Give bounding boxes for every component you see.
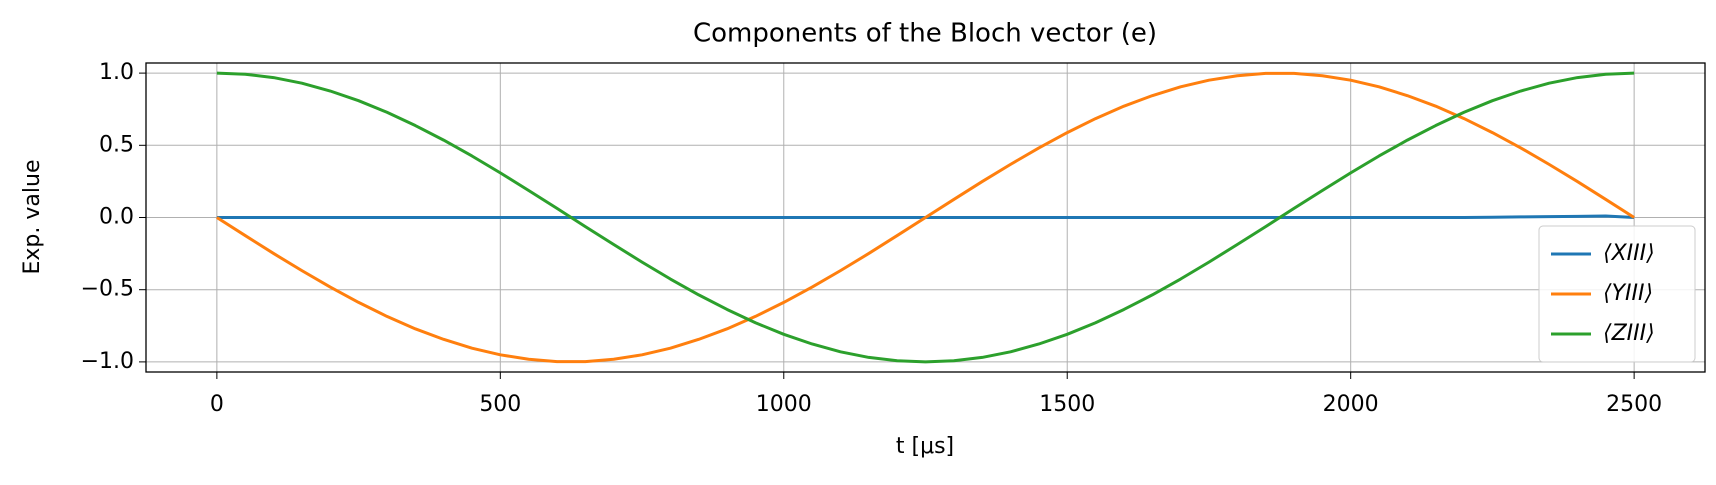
legend-label: ⟨ZIII⟩ <box>1603 321 1655 346</box>
y-tick-label: −1.0 <box>81 349 134 374</box>
x-tick-label: 2500 <box>1606 392 1662 417</box>
y-tick-label: 0.5 <box>99 132 134 157</box>
line <box>216 71 1635 364</box>
x-tick-label: 2000 <box>1323 392 1379 417</box>
chart-title: Components of the Bloch vector (e) <box>693 19 1157 49</box>
legend-box <box>1538 225 1696 363</box>
plot-frame <box>145 62 1706 373</box>
x-axis-label: t [μs] <box>896 434 954 459</box>
y-tick-label: −0.5 <box>81 277 134 302</box>
legend-label: ⟨YIII⟩ <box>1603 281 1653 306</box>
x-tick-label: 1000 <box>756 392 812 417</box>
x-tick-label: 1500 <box>1039 392 1095 417</box>
line <box>216 71 1635 364</box>
legend-label: ⟨XIII⟩ <box>1603 241 1655 266</box>
x-tick-label: 500 <box>479 392 521 417</box>
y-tick-label: 1.0 <box>99 60 134 85</box>
x-tick-label: 0 <box>210 392 224 417</box>
y-tick-label: 0.0 <box>99 205 134 230</box>
y-axis-label: Exp. value <box>20 160 45 275</box>
